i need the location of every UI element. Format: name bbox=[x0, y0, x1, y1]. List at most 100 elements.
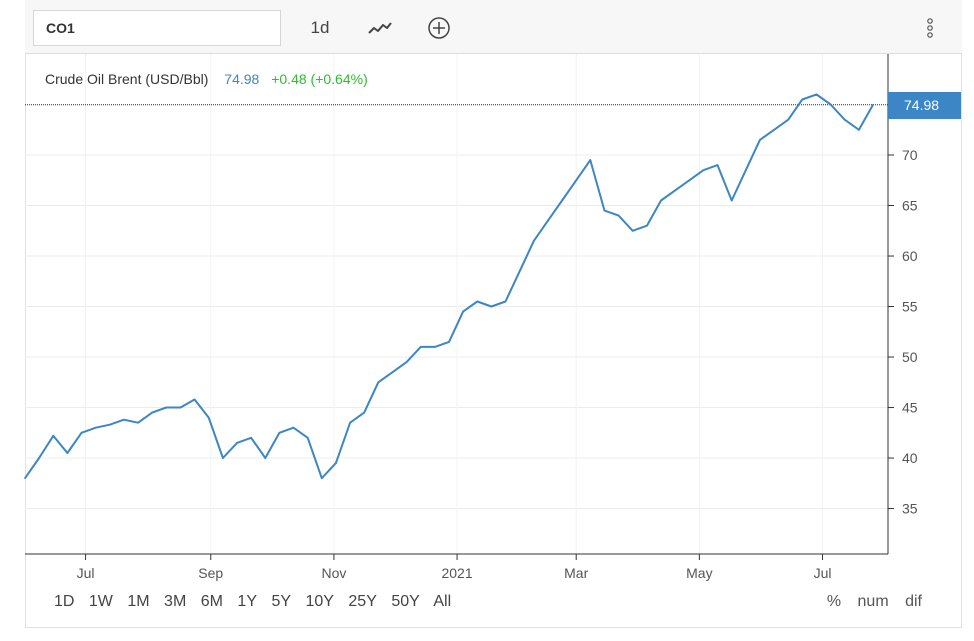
data-point bbox=[250, 437, 252, 439]
data-point bbox=[123, 418, 125, 421]
data-point bbox=[815, 93, 818, 96]
x-tick-label: Mar bbox=[564, 565, 588, 581]
range-1y[interactable]: 1Y bbox=[237, 593, 257, 610]
x-tick-label: Sep bbox=[198, 565, 223, 581]
last-price-tag: 74.98 bbox=[888, 92, 961, 119]
data-point bbox=[674, 189, 676, 192]
data-point bbox=[278, 431, 281, 434]
range-5y[interactable]: 5Y bbox=[271, 593, 292, 610]
data-point bbox=[476, 300, 479, 303]
data-point bbox=[843, 118, 846, 121]
range-1w[interactable]: 1W bbox=[88, 593, 113, 610]
data-point bbox=[547, 219, 549, 222]
data-point bbox=[490, 305, 493, 308]
data-point bbox=[391, 371, 394, 373]
data-point bbox=[66, 452, 69, 454]
x-tick-label: Jul bbox=[77, 565, 95, 581]
data-point bbox=[518, 270, 521, 272]
data-point bbox=[222, 457, 224, 459]
chart-frame bbox=[25, 0, 962, 628]
range-all[interactable]: All bbox=[433, 593, 452, 610]
data-point bbox=[109, 423, 111, 426]
range-1d[interactable]: 1D bbox=[54, 593, 75, 610]
x-tick-label: 2021 bbox=[441, 565, 472, 581]
data-point bbox=[80, 431, 83, 434]
y-tick-label: 35 bbox=[902, 501, 918, 517]
data-point bbox=[533, 240, 535, 242]
data-point bbox=[631, 229, 634, 232]
data-point bbox=[363, 411, 366, 414]
data-point bbox=[646, 224, 648, 227]
range-selector: 1D 1W 1M 3M 6M 1Y 5Y 10Y 25Y 50Y All bbox=[54, 593, 461, 611]
data-point bbox=[419, 346, 422, 348]
data-point bbox=[236, 442, 238, 444]
data-point bbox=[589, 159, 592, 161]
data-point bbox=[462, 310, 464, 313]
mode-percent[interactable]: % bbox=[826, 593, 842, 610]
data-point bbox=[207, 416, 210, 419]
y-tick-label: 55 bbox=[902, 299, 918, 315]
data-point bbox=[94, 426, 97, 429]
data-point bbox=[52, 435, 55, 437]
data-point bbox=[193, 398, 196, 401]
y-tick-label: 40 bbox=[902, 450, 918, 466]
data-point bbox=[787, 118, 789, 121]
mode-num[interactable]: num bbox=[857, 593, 889, 610]
data-point bbox=[321, 477, 323, 480]
instrument-name: Crude Oil Brent (USD/Bbl) bbox=[45, 71, 209, 87]
symbol-input[interactable]: CO1 bbox=[33, 10, 281, 46]
data-point bbox=[24, 477, 26, 480]
range-25y[interactable]: 25Y bbox=[348, 593, 377, 610]
range-1m[interactable]: 1M bbox=[127, 593, 150, 610]
interval-button[interactable]: 1d bbox=[310, 18, 330, 37]
data-point bbox=[716, 164, 719, 166]
data-point bbox=[745, 169, 747, 171]
mode-dif[interactable]: dif bbox=[905, 593, 922, 610]
add-indicator-button[interactable] bbox=[423, 10, 455, 46]
range-6m[interactable]: 6M bbox=[200, 593, 223, 610]
plus-circle-icon bbox=[428, 17, 450, 39]
more-menu-button[interactable] bbox=[915, 10, 945, 46]
data-point bbox=[773, 128, 775, 131]
y-tick-label: 50 bbox=[902, 349, 918, 365]
range-50y[interactable]: 50Y bbox=[391, 593, 420, 610]
data-point bbox=[151, 411, 153, 414]
data-point bbox=[38, 457, 40, 459]
data-point bbox=[603, 209, 606, 212]
data-point bbox=[561, 199, 563, 202]
x-tick-label: Nov bbox=[321, 565, 346, 581]
data-point bbox=[377, 381, 380, 384]
y-tick-label: 45 bbox=[902, 400, 918, 416]
legend-change: +0.48 (+0.64%) bbox=[271, 71, 368, 87]
data-point bbox=[349, 421, 351, 424]
chart-type-button[interactable] bbox=[363, 10, 397, 46]
data-point bbox=[405, 361, 408, 363]
scale-mode-selector: % num dif bbox=[815, 593, 922, 611]
data-point bbox=[801, 98, 804, 101]
data-point bbox=[575, 179, 577, 182]
range-10y[interactable]: 10Y bbox=[305, 593, 334, 610]
data-point bbox=[165, 406, 168, 409]
data-point bbox=[292, 426, 295, 429]
y-tick-label: 60 bbox=[902, 248, 918, 264]
legend-last-price: 74.98 bbox=[224, 71, 260, 87]
data-point bbox=[759, 139, 761, 141]
series-line bbox=[24, 93, 874, 480]
data-point bbox=[829, 103, 832, 106]
data-point bbox=[730, 199, 733, 202]
y-tick-label: 70 bbox=[902, 147, 918, 163]
data-point bbox=[137, 421, 139, 424]
y-tick-label: 65 bbox=[902, 198, 918, 214]
range-3m[interactable]: 3M bbox=[164, 593, 187, 610]
data-point bbox=[335, 462, 337, 464]
chart-legend: Crude Oil Brent (USD/Bbl) 74.98 +0.48 (+… bbox=[45, 71, 368, 87]
line-chart-icon bbox=[368, 22, 392, 34]
data-point bbox=[448, 341, 450, 343]
x-tick-label: Jul bbox=[814, 565, 832, 581]
data-point bbox=[660, 199, 662, 202]
data-point bbox=[617, 214, 620, 217]
data-point bbox=[306, 437, 309, 439]
data-point bbox=[702, 169, 705, 171]
x-tick-label: May bbox=[686, 565, 712, 581]
